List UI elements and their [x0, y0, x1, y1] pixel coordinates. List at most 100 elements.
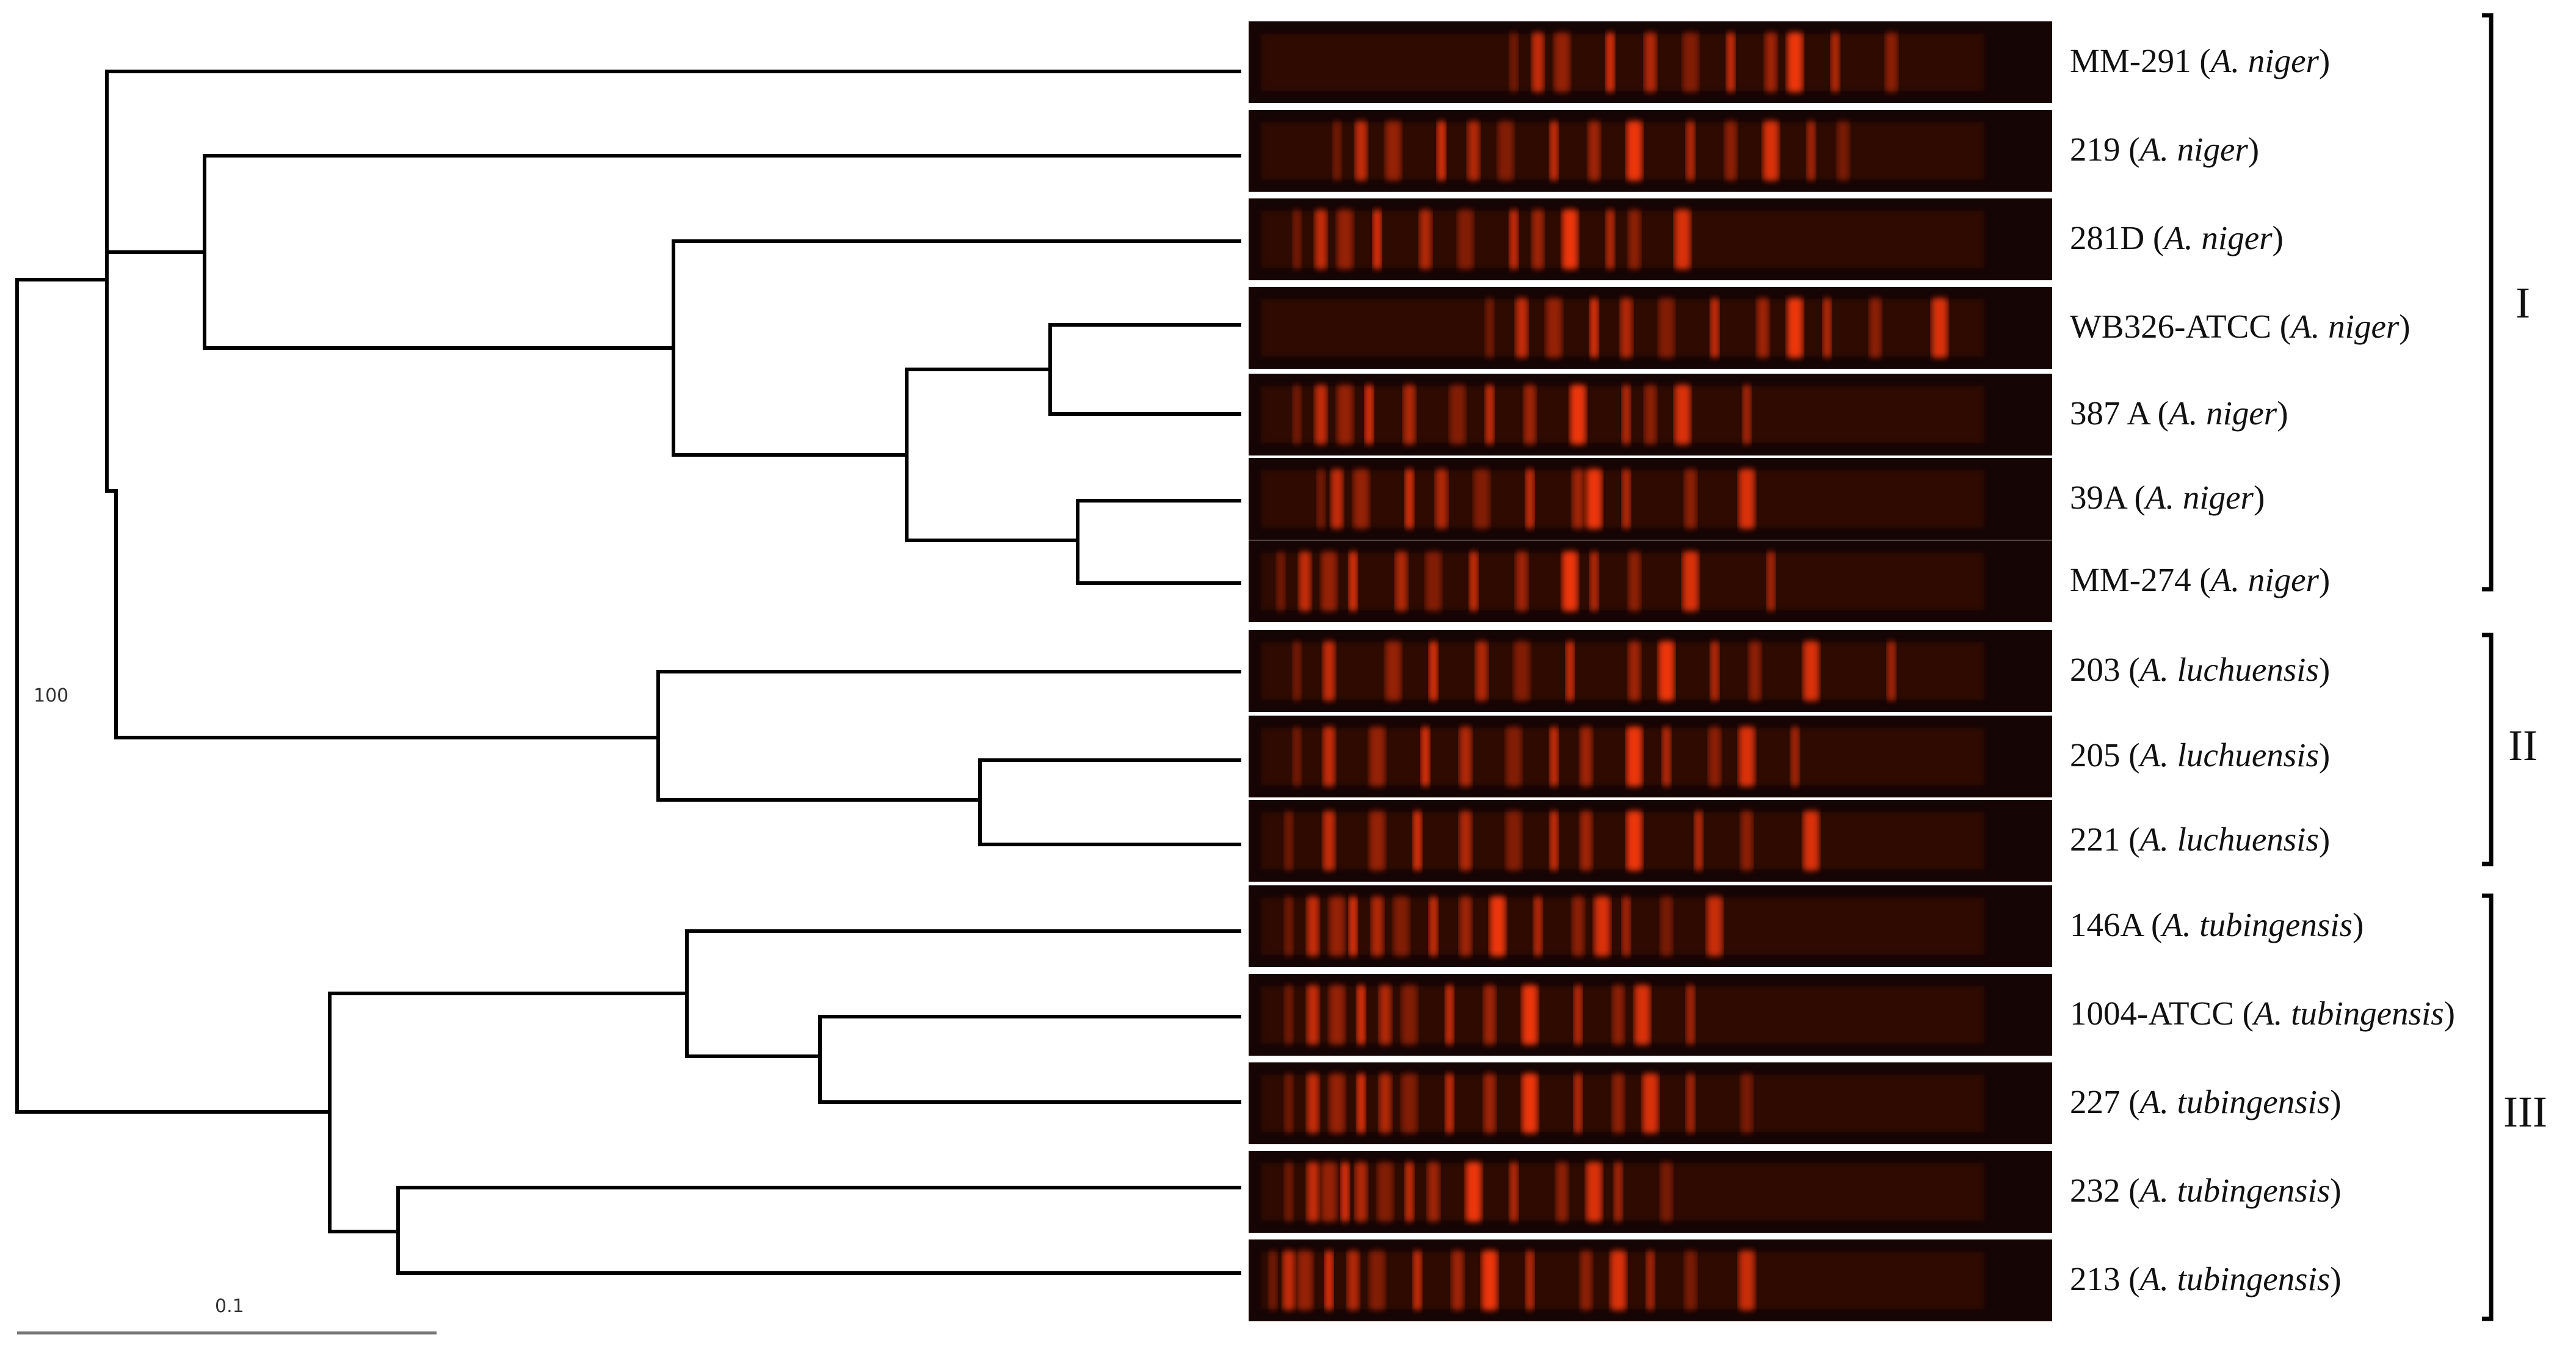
gel-band	[1369, 727, 1385, 786]
gel-band	[1724, 121, 1737, 181]
gel-band	[1299, 551, 1312, 611]
gel-band	[1533, 896, 1542, 956]
clade-bracket-iii	[2482, 893, 2494, 1321]
sample-label: 227 (A. tubingensis)	[2070, 1083, 2342, 1120]
gel-band	[1546, 298, 1562, 358]
gel-band	[1694, 811, 1703, 871]
gel-band	[1292, 641, 1301, 701]
gel-band	[1807, 121, 1816, 181]
gel-lane	[1249, 1239, 2052, 1321]
gel-band	[1580, 727, 1592, 786]
gel-band	[1401, 985, 1418, 1045]
gel-band	[1349, 551, 1358, 611]
gel-band	[1324, 1250, 1333, 1310]
clade-bracket-i	[2482, 13, 2494, 592]
gel-band	[1525, 1250, 1534, 1310]
gel-band	[1580, 811, 1592, 871]
gel-band	[1869, 298, 1882, 358]
sample-label: 221 (A. luchuensis)	[2070, 821, 2331, 858]
gel-band	[1686, 121, 1695, 181]
sample-id: 281D	[2070, 219, 2145, 256]
gel-band	[1445, 985, 1454, 1045]
gel-band	[1307, 1162, 1319, 1222]
sample-species: A. tubingensis	[2139, 1172, 2331, 1209]
gel-band	[1589, 551, 1598, 611]
gel-band	[1307, 1073, 1319, 1133]
gel-band	[1509, 1162, 1518, 1222]
gel-band	[1628, 551, 1641, 611]
gel-band	[1403, 385, 1416, 445]
sample-id: WB326-ATCC	[2070, 308, 2271, 345]
sample-id: 146A	[2070, 906, 2143, 943]
gel-band	[1522, 985, 1538, 1045]
sample-species: A. niger	[2139, 131, 2248, 168]
gel-band	[1580, 1250, 1592, 1310]
gel-band	[1787, 298, 1803, 358]
gel-band	[1587, 121, 1600, 181]
gel-band	[1749, 641, 1761, 701]
gel-band	[1284, 1073, 1293, 1133]
gel-band	[1357, 1073, 1366, 1133]
gel-band	[1459, 896, 1472, 956]
gel-band	[1329, 985, 1345, 1045]
gel-band	[1614, 1162, 1623, 1222]
gel-band	[1570, 385, 1586, 445]
gel-band	[1377, 1162, 1393, 1222]
sample-id: 1004-ATCC	[2070, 995, 2234, 1032]
gel-band	[1620, 298, 1633, 358]
gel-band	[1708, 727, 1721, 786]
gel-band	[1887, 641, 1896, 701]
gel-band	[1307, 985, 1319, 1045]
gel-lane	[1249, 110, 2052, 192]
gel-band	[1322, 727, 1335, 786]
clade-bracket-ii	[2482, 633, 2494, 866]
gel-band	[1481, 1250, 1498, 1310]
gel-band	[1322, 641, 1335, 701]
gel-band	[1393, 896, 1410, 956]
gel-band	[1371, 896, 1384, 956]
gel-band	[1622, 469, 1631, 529]
gel-band	[1321, 551, 1337, 611]
gel-band	[1931, 298, 1948, 358]
gel-band	[1684, 469, 1697, 529]
gel-band	[1573, 1073, 1583, 1133]
gel-band	[1506, 727, 1522, 786]
sample-id: 39A	[2070, 479, 2126, 516]
gel-band	[1830, 32, 1840, 92]
gel-band	[1425, 551, 1442, 611]
gel-band	[1803, 811, 1820, 871]
gel-band	[1506, 811, 1522, 871]
gel-band	[1658, 641, 1675, 701]
gel-band	[1823, 298, 1832, 358]
gel-band	[1674, 209, 1691, 269]
clade-label-i: I	[2516, 278, 2530, 327]
gel-band	[1284, 985, 1293, 1045]
gel-band	[1435, 469, 1448, 529]
sample-label: 219 (A. niger)	[2070, 131, 2260, 168]
gel-band	[1465, 1162, 1482, 1222]
gel-band	[1644, 32, 1656, 92]
gel-band	[1340, 1162, 1349, 1222]
sample-label: MM-291 (A. niger)	[2070, 42, 2331, 79]
gel-band	[1626, 727, 1642, 786]
gel-band	[1684, 1250, 1697, 1310]
gel-band	[1405, 469, 1414, 529]
gel-band	[1738, 727, 1755, 786]
gel-band	[1489, 896, 1506, 956]
gel-band	[1738, 1250, 1755, 1310]
sample-id: 221	[2070, 821, 2121, 858]
gel-band	[1467, 121, 1480, 181]
gel-band	[1413, 811, 1422, 871]
gel-lane	[1249, 287, 2052, 369]
gel-band	[1610, 1250, 1627, 1310]
gel-band	[1329, 896, 1345, 956]
gel-band	[1803, 641, 1820, 701]
gel-band	[1355, 1162, 1368, 1222]
gel-band	[1292, 209, 1301, 269]
gel-band	[1573, 985, 1583, 1045]
sample-species: A. tubingensis	[2162, 906, 2353, 943]
gel-band	[1531, 32, 1544, 92]
gel-band	[1401, 1073, 1418, 1133]
gel-band	[1525, 469, 1534, 529]
sample-species: A. tubingensis	[2139, 1083, 2331, 1120]
